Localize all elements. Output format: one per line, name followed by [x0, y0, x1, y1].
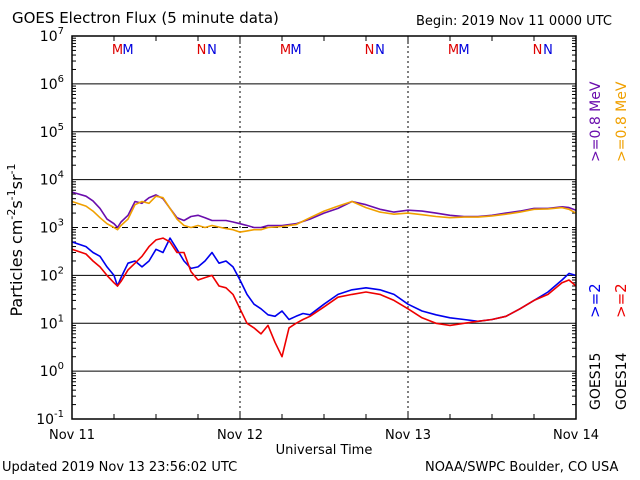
event-marker: M	[448, 43, 459, 58]
series-layer	[72, 191, 576, 358]
y-axis-label: Particles cm-2s-1sr-1	[5, 163, 26, 316]
y-tick-label: 101	[40, 313, 64, 332]
frame-layer	[71, 35, 577, 420]
event-marker: N	[533, 43, 543, 58]
y-tick-label: 103	[40, 218, 64, 237]
event-marker: N	[543, 43, 553, 58]
chart-title: GOES Electron Flux (5 minute data)	[12, 9, 279, 27]
series-group	[72, 191, 576, 358]
text-layer: 10-1 100 101 102 103 104 105 106 107 Nov 11 Nov 12…	[5, 26, 630, 458]
y-tick-label: 105	[40, 122, 64, 141]
legend-entry: GOES15	[588, 353, 604, 410]
event-marker: N	[365, 43, 375, 58]
y-tick-label: 107	[40, 26, 64, 45]
event-marker: M	[112, 43, 123, 58]
y-tick-label: 106	[40, 74, 64, 93]
x-tick-label: Nov 11	[49, 428, 95, 443]
series-line	[72, 191, 576, 229]
y-tick-label: 104	[40, 170, 64, 189]
legend-entry: >=2	[612, 283, 630, 318]
plot-frame	[71, 35, 577, 420]
event-marker: M	[458, 43, 469, 58]
legend-entry: >=2	[586, 283, 604, 318]
legend-entry: GOES14	[614, 352, 630, 410]
event-marker: M	[122, 43, 133, 58]
x-axis-label: Universal Time	[276, 443, 373, 458]
credit-label: NOAA/SWPC Boulder, CO USA	[425, 460, 619, 475]
x-tick-label: Nov 14	[553, 428, 599, 443]
y-tick-label: 102	[40, 265, 64, 284]
event-marker: M	[290, 43, 301, 58]
event-marker: N	[197, 43, 207, 58]
series-line	[72, 237, 576, 358]
legend-entry: >=0.8 MeV	[614, 81, 630, 162]
grid-layer	[72, 36, 576, 419]
begin-time: Begin: 2019 Nov 11 0000 UTC	[416, 14, 612, 29]
y-tick-label: 100	[40, 361, 64, 380]
series-line	[72, 195, 576, 233]
event-marker: M	[280, 43, 291, 58]
y-tick-label: 10-1	[36, 409, 64, 428]
event-marker: N	[207, 43, 217, 58]
x-tick-label: Nov 12	[217, 428, 263, 443]
updated-timestamp: Updated 2019 Nov 13 23:56:02 UTC	[2, 460, 238, 475]
event-marker: N	[375, 43, 385, 58]
legend-entry: >=0.8 MeV	[588, 81, 604, 162]
series-line	[72, 237, 576, 323]
x-tick-label: Nov 13	[385, 428, 431, 443]
